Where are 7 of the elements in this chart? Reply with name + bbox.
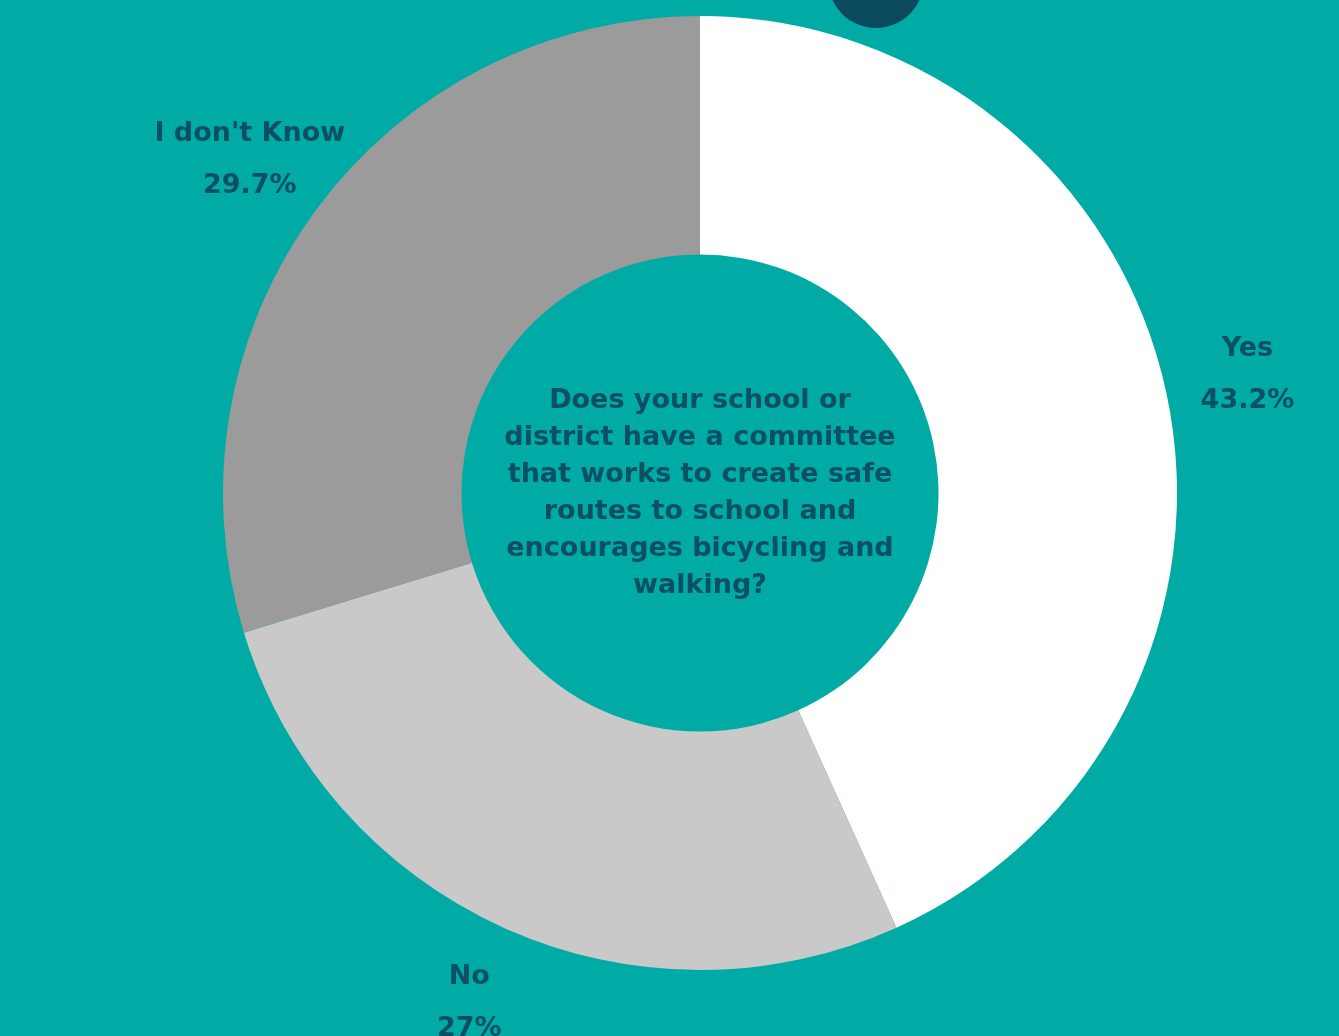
slice-label: Yes: [1220, 331, 1274, 363]
slice-label: No: [448, 959, 490, 991]
slice-label: I don't Know: [154, 116, 346, 148]
data-label: 29.7%: [202, 168, 297, 200]
data-label: 43.2%: [1200, 383, 1295, 415]
data-label: 27%: [437, 1011, 502, 1036]
text: Does your school or district have a committee that works to create safe routes to school and encourages bicycling and walking?: [504, 382, 896, 599]
